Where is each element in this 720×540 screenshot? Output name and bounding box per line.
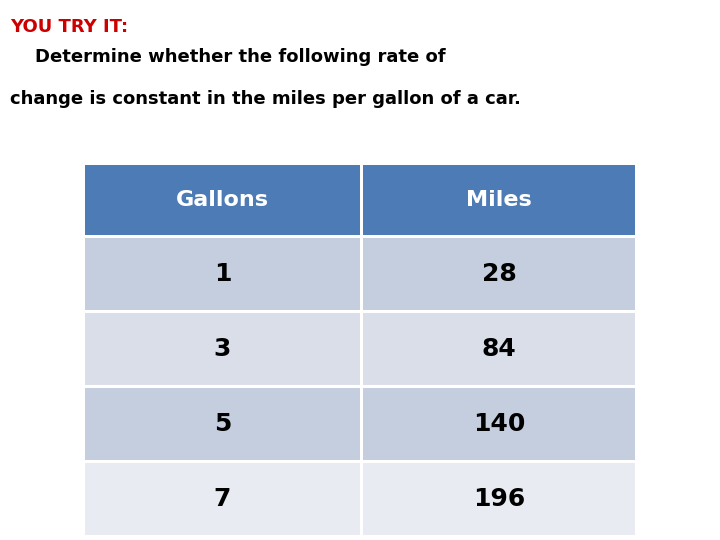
Text: 84: 84: [482, 337, 516, 361]
Bar: [363, 463, 635, 535]
Text: 5: 5: [214, 412, 231, 436]
Text: 7: 7: [214, 487, 231, 511]
Text: Miles: Miles: [466, 190, 532, 210]
Bar: [85, 165, 360, 235]
Text: 196: 196: [473, 487, 525, 511]
Text: 28: 28: [482, 262, 516, 286]
Bar: [363, 388, 635, 460]
Text: 1: 1: [214, 262, 231, 286]
Text: Gallons: Gallons: [176, 190, 269, 210]
Text: YOU TRY IT:: YOU TRY IT:: [10, 18, 128, 36]
Bar: [85, 463, 360, 535]
Bar: [85, 388, 360, 460]
Text: Determine whether the following rate of: Determine whether the following rate of: [10, 48, 446, 66]
Text: 140: 140: [473, 412, 525, 436]
Text: change is constant in the miles per gallon of a car.: change is constant in the miles per gall…: [10, 90, 521, 108]
Bar: [363, 313, 635, 385]
Bar: [363, 238, 635, 310]
Bar: [85, 313, 360, 385]
Text: 3: 3: [214, 337, 231, 361]
Bar: [85, 238, 360, 310]
Bar: [363, 165, 635, 235]
